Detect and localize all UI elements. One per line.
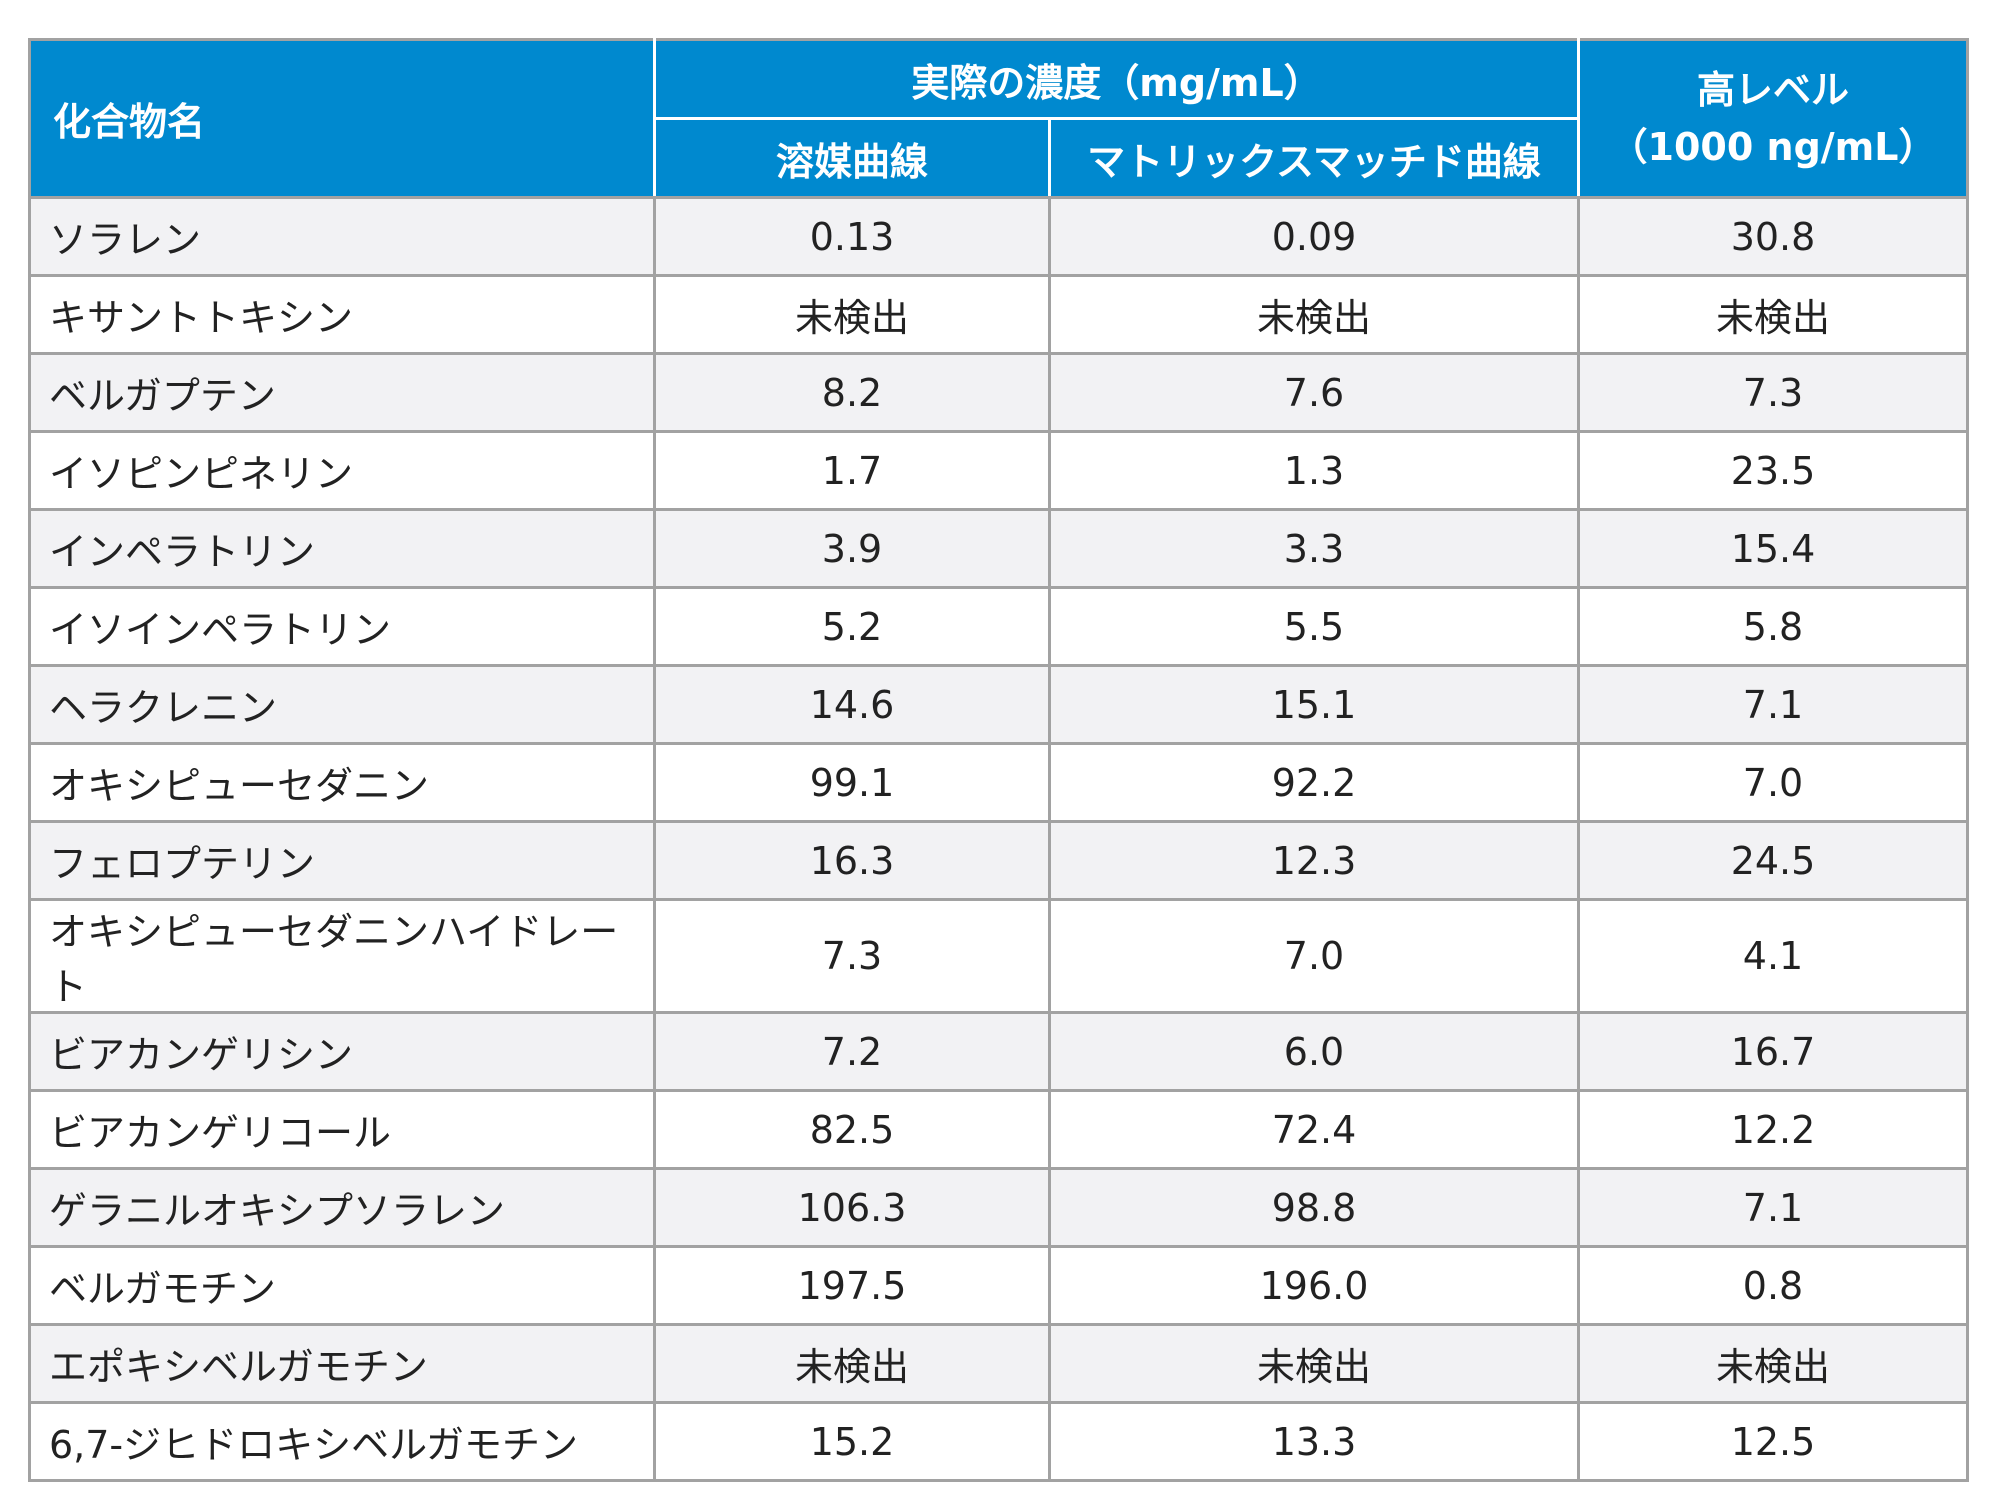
high-level-cell: 12.2 — [1577, 1089, 1969, 1170]
table-row: ビアカンゲリシン 7.2 6.0 16.7 — [28, 1011, 1969, 1092]
table-row: イソピンピネリン 1.7 1.3 23.5 — [28, 430, 1969, 511]
matrix-curve-cell: 98.8 — [1048, 1167, 1580, 1248]
high-level-cell: 16.7 — [1577, 1011, 1969, 1092]
compound-name-cell: ゲラニルオキシプソラレン — [28, 1167, 656, 1248]
table-row: キサントトキシン 未検出 未検出 未検出 — [28, 274, 1969, 355]
solvent-curve-cell: 未検出 — [653, 274, 1051, 355]
solvent-curve-cell: 14.6 — [653, 664, 1051, 745]
compound-name-cell: オキシピューセダニン — [28, 742, 656, 823]
solvent-curve-cell: 15.2 — [653, 1401, 1051, 1482]
concentration-table: 化合物名 実際の濃度（mg/mL） 高レベル （1000 ng/mL） 溶媒曲線… — [28, 38, 1969, 1482]
matrix-curve-cell: 72.4 — [1048, 1089, 1580, 1170]
high-level-cell: 未検出 — [1577, 1323, 1969, 1404]
compound-name-cell: フェロプテリン — [28, 820, 656, 901]
table-row: ベルガモチン 197.5 196.0 0.8 — [28, 1245, 1969, 1326]
solvent-curve-cell: 未検出 — [653, 1323, 1051, 1404]
matrix-curve-cell: 92.2 — [1048, 742, 1580, 823]
header-high-level: 高レベル （1000 ng/mL） — [1577, 38, 1969, 199]
header-solvent-curve: 溶媒曲線 — [653, 117, 1051, 199]
high-level-cell: 7.1 — [1577, 664, 1969, 745]
compound-name-cell: キサントトキシン — [28, 274, 656, 355]
matrix-curve-cell: 未検出 — [1048, 1323, 1580, 1404]
table-row: オキシピューセダニンハイドレート 7.3 7.0 4.1 — [28, 898, 1969, 1014]
header-high-level-line2: （1000 ng/mL） — [1609, 124, 1937, 169]
matrix-curve-cell: 13.3 — [1048, 1401, 1580, 1482]
compound-name-cell: ベルガプテン — [28, 352, 656, 433]
high-level-cell: 4.1 — [1577, 898, 1969, 1014]
compound-name-cell: ビアカンゲリシン — [28, 1011, 656, 1092]
header-high-level-line1: 高レベル — [1696, 67, 1849, 112]
high-level-cell: 30.8 — [1577, 196, 1969, 277]
table-row: フェロプテリン 16.3 12.3 24.5 — [28, 820, 1969, 901]
matrix-curve-cell: 15.1 — [1048, 664, 1580, 745]
table-row: ビアカンゲリコール 82.5 72.4 12.2 — [28, 1089, 1969, 1170]
table-row: インペラトリン 3.9 3.3 15.4 — [28, 508, 1969, 589]
compound-name-cell: オキシピューセダニンハイドレート — [28, 898, 656, 1014]
compound-name-cell: エポキシベルガモチン — [28, 1323, 656, 1404]
compound-name-cell: ビアカンゲリコール — [28, 1089, 656, 1170]
solvent-curve-cell: 7.3 — [653, 898, 1051, 1014]
solvent-curve-cell: 0.13 — [653, 196, 1051, 277]
matrix-curve-cell: 6.0 — [1048, 1011, 1580, 1092]
matrix-curve-cell: 0.09 — [1048, 196, 1580, 277]
compound-name-cell: イソインペラトリン — [28, 586, 656, 667]
matrix-curve-cell: 12.3 — [1048, 820, 1580, 901]
high-level-cell: 7.1 — [1577, 1167, 1969, 1248]
solvent-curve-cell: 82.5 — [653, 1089, 1051, 1170]
table-row: 6,7-ジヒドロキシベルガモチン 15.2 13.3 12.5 — [28, 1401, 1969, 1482]
header-actual-concentration: 実際の濃度（mg/mL） — [653, 38, 1580, 120]
compound-name-cell: 6,7-ジヒドロキシベルガモチン — [28, 1401, 656, 1482]
table-row: ソラレン 0.13 0.09 30.8 — [28, 196, 1969, 277]
high-level-cell: 5.8 — [1577, 586, 1969, 667]
table-row: ベルガプテン 8.2 7.6 7.3 — [28, 352, 1969, 433]
high-level-cell: 23.5 — [1577, 430, 1969, 511]
high-level-cell: 12.5 — [1577, 1401, 1969, 1482]
high-level-cell: 7.0 — [1577, 742, 1969, 823]
compound-name-cell: ベルガモチン — [28, 1245, 656, 1326]
solvent-curve-cell: 99.1 — [653, 742, 1051, 823]
solvent-curve-cell: 197.5 — [653, 1245, 1051, 1326]
solvent-curve-cell: 16.3 — [653, 820, 1051, 901]
matrix-curve-cell: 5.5 — [1048, 586, 1580, 667]
matrix-curve-cell: 196.0 — [1048, 1245, 1580, 1326]
header-matrix-matched-curve: マトリックスマッチド曲線 — [1048, 117, 1580, 199]
matrix-curve-cell: 3.3 — [1048, 508, 1580, 589]
high-level-cell: 0.8 — [1577, 1245, 1969, 1326]
high-level-cell: 未検出 — [1577, 274, 1969, 355]
matrix-curve-cell: 7.6 — [1048, 352, 1580, 433]
table-row: ゲラニルオキシプソラレン 106.3 98.8 7.1 — [28, 1167, 1969, 1248]
solvent-curve-cell: 7.2 — [653, 1011, 1051, 1092]
compound-name-cell: イソピンピネリン — [28, 430, 656, 511]
matrix-curve-cell: 7.0 — [1048, 898, 1580, 1014]
high-level-cell: 7.3 — [1577, 352, 1969, 433]
high-level-cell: 15.4 — [1577, 508, 1969, 589]
compound-name-cell: インペラトリン — [28, 508, 656, 589]
solvent-curve-cell: 3.9 — [653, 508, 1051, 589]
table-row: イソインペラトリン 5.2 5.5 5.8 — [28, 586, 1969, 667]
table-row: オキシピューセダニン 99.1 92.2 7.0 — [28, 742, 1969, 823]
high-level-cell: 24.5 — [1577, 820, 1969, 901]
matrix-curve-cell: 未検出 — [1048, 274, 1580, 355]
table-row: エポキシベルガモチン 未検出 未検出 未検出 — [28, 1323, 1969, 1404]
solvent-curve-cell: 8.2 — [653, 352, 1051, 433]
matrix-curve-cell: 1.3 — [1048, 430, 1580, 511]
header-compound-name: 化合物名 — [28, 38, 656, 199]
compound-name-cell: ヘラクレニン — [28, 664, 656, 745]
table-row: ヘラクレニン 14.6 15.1 7.1 — [28, 664, 1969, 745]
solvent-curve-cell: 1.7 — [653, 430, 1051, 511]
solvent-curve-cell: 5.2 — [653, 586, 1051, 667]
solvent-curve-cell: 106.3 — [653, 1167, 1051, 1248]
compound-name-cell: ソラレン — [28, 196, 656, 277]
